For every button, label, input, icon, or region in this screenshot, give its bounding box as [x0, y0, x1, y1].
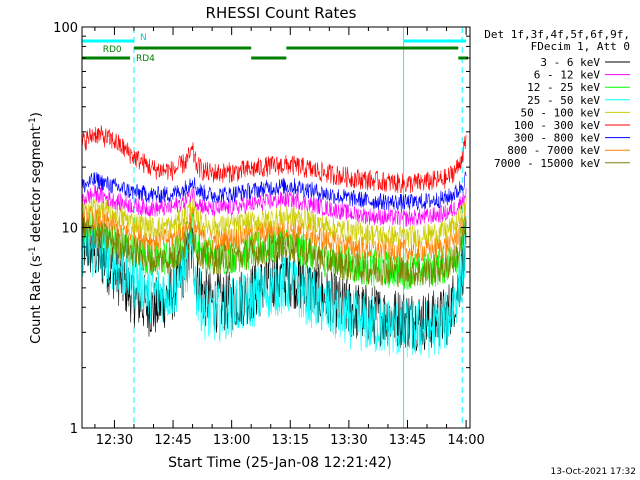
flag-label-n: N	[140, 33, 147, 43]
y-tick-label-2: 10	[61, 222, 78, 237]
x-tick-label-1: 12:30	[96, 433, 133, 448]
x-tick-label-2: 12:45	[154, 433, 191, 448]
series-line-4	[81, 215, 467, 359]
series-line-5	[81, 194, 467, 248]
legend-label-3: 12 - 25 keV	[527, 81, 600, 94]
x-tick-label-3: 13:00	[213, 433, 250, 448]
y-tick-label-3: 100	[53, 21, 78, 36]
legend-label-1: 3 - 6 keV	[540, 56, 600, 69]
series-line-8	[81, 205, 467, 264]
legend-label-9: 7000 - 15000 keV	[494, 157, 600, 170]
x-tick-label-5: 13:30	[330, 433, 367, 448]
flag-label-rd4: RD4	[136, 54, 155, 64]
x-tick-label-6: 13:45	[389, 433, 426, 448]
plot-area: N RD0 RD4	[81, 27, 469, 428]
y-tick-label-1: 1	[70, 422, 78, 437]
series-line-7	[81, 171, 467, 211]
flag-label-rd0: RD0	[103, 45, 122, 55]
legend-label-4: 25 - 50 keV	[527, 94, 600, 107]
axes: 12:30 12:45 13:00 13:15 13:30 13:45 14:00 1 10 10…	[53, 21, 485, 448]
y-axis-label: Count Rate (s-1 detector segment-1)	[28, 112, 44, 344]
chart-title: RHESSI Count Rates	[206, 4, 357, 22]
legend-label-6: 100 - 300 keV	[514, 119, 600, 132]
series-line-9	[81, 216, 467, 288]
x-tick-label-7: 14:00	[447, 433, 484, 448]
series-line-2	[81, 184, 467, 227]
legend-header-1: Det 1f,3f,4f,5f,6f,9f,	[484, 28, 630, 41]
legend-label-7: 300 - 800 keV	[514, 132, 600, 145]
legend-label-2: 6 - 12 keV	[534, 69, 601, 82]
legend-label-5: 50 - 100 keV	[521, 106, 601, 119]
timestamp: 13-Oct-2021 17:32	[551, 467, 636, 477]
series-line-6	[81, 125, 467, 194]
legend: Det 1f,3f,4f,5f,6f,9f,FDecim 1, Att 0 3 -…	[484, 28, 630, 170]
x-tick-label-4: 13:15	[272, 433, 309, 448]
x-axis-label: Start Time (25-Jan-08 12:21:42)	[168, 455, 392, 471]
legend-header-2: FDecim 1, Att 0	[531, 40, 630, 53]
legend-label-8: 800 - 7000 keV	[507, 144, 600, 157]
